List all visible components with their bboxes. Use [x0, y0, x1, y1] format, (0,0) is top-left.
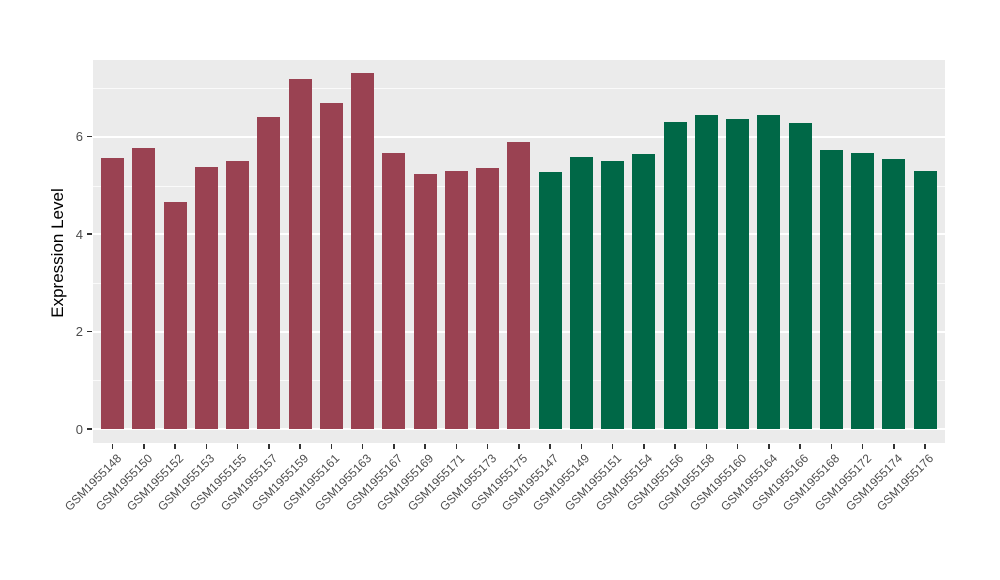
x-tick-mark [268, 444, 270, 449]
bar [819, 150, 843, 429]
y-tick-label: 6 [75, 129, 83, 145]
x-tick-mark [424, 444, 426, 449]
x-tick-mark [674, 444, 676, 449]
y-tick-mark [87, 135, 92, 138]
bar [788, 122, 812, 429]
minor-gridline [93, 88, 945, 90]
bar [694, 115, 718, 429]
x-tick-mark [518, 444, 520, 449]
x-tick-mark [705, 444, 707, 449]
y-axis-title: Expression Level [48, 188, 67, 318]
bar [569, 157, 593, 429]
x-tick-mark [768, 444, 770, 449]
x-tick-mark [830, 444, 832, 449]
x-tick-mark [893, 444, 895, 449]
x-tick-mark [861, 444, 864, 449]
bar [319, 102, 343, 429]
y-tick-label: 2 [75, 324, 83, 340]
bar [194, 166, 218, 429]
x-tick-mark [643, 444, 645, 449]
bar [601, 160, 624, 429]
bar [132, 147, 156, 429]
major-gridline [93, 135, 945, 138]
y-tick-mark [87, 428, 92, 430]
x-tick-mark [486, 444, 489, 449]
x-tick-mark [205, 444, 207, 449]
bar [663, 122, 687, 429]
bar [226, 161, 249, 429]
bar [444, 171, 468, 429]
x-tick-mark [611, 444, 614, 449]
bar [851, 153, 874, 429]
bar [726, 118, 749, 429]
bar [382, 152, 406, 429]
bar [257, 117, 281, 429]
bar [413, 173, 437, 429]
bar [882, 159, 906, 429]
x-tick-mark [111, 444, 114, 449]
y-tick-mark [87, 330, 92, 333]
x-tick-mark [455, 444, 457, 449]
bar [351, 73, 374, 429]
bar [913, 171, 937, 429]
bar [538, 172, 562, 429]
x-tick-mark [549, 444, 551, 449]
y-tick-mark [87, 233, 92, 235]
bar [476, 168, 499, 429]
x-tick-mark [580, 444, 582, 449]
x-tick-mark [143, 444, 145, 449]
bar [757, 114, 781, 429]
x-tick-mark [299, 444, 301, 449]
x-tick-mark [393, 444, 395, 449]
bar [101, 158, 124, 429]
bar [507, 142, 531, 429]
y-tick-label: 4 [75, 226, 83, 242]
bar [632, 154, 656, 429]
x-tick-mark [799, 444, 801, 449]
x-tick-mark [174, 444, 176, 449]
y-tick-label: 0 [75, 421, 83, 437]
plot-panel [93, 60, 945, 443]
bar [163, 201, 187, 429]
x-tick-mark [736, 444, 739, 449]
x-tick-mark [330, 444, 332, 449]
bar [288, 78, 312, 429]
x-tick-mark [924, 444, 926, 449]
major-gridline [93, 428, 945, 430]
x-tick-mark [361, 444, 364, 449]
x-tick-mark [236, 444, 239, 449]
